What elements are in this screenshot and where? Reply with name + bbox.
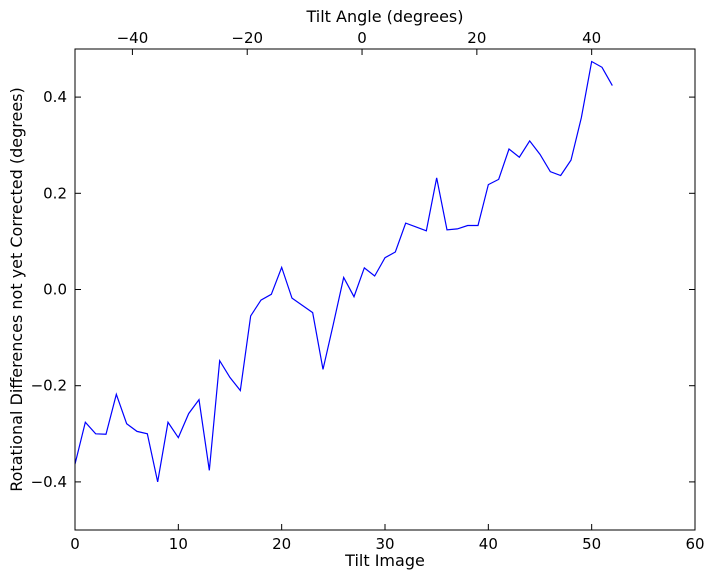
bottom-ticks: 0 10 20 30 40 50 60 xyxy=(70,524,705,553)
x-tick-label: 60 xyxy=(685,535,704,553)
x-tick-label: 40 xyxy=(479,535,498,553)
x-axis-label: Tilt Image xyxy=(344,551,425,570)
x2-tick-label: 40 xyxy=(582,29,601,47)
x-tick-label: 0 xyxy=(70,535,80,553)
x2-tick-label: 0 xyxy=(357,29,367,47)
x2-tick-label: 20 xyxy=(467,29,486,47)
y-tick-label: −0.4 xyxy=(31,473,67,491)
y-axis-label: Rotational Differences not yet Corrected… xyxy=(7,87,26,492)
left-ticks: −0.4 −0.2 0.0 0.2 0.4 xyxy=(31,88,81,491)
y-tick-label: 0.4 xyxy=(43,88,67,106)
y-tick-label: −0.2 xyxy=(31,377,67,395)
x2-tick-label: −20 xyxy=(231,29,263,47)
x-tick-label: 10 xyxy=(169,535,188,553)
right-ticks xyxy=(689,96,695,483)
top-ticks: −40 −20 0 20 40 xyxy=(117,29,601,55)
x2-tick-label: −40 xyxy=(117,29,149,47)
x-tick-label: 50 xyxy=(582,535,601,553)
x-tick-label: 20 xyxy=(272,535,291,553)
x2-axis-label: Tilt Angle (degrees) xyxy=(305,7,463,26)
x-tick-label: 30 xyxy=(375,535,394,553)
series-line xyxy=(74,60,613,483)
y-tick-label: 0.2 xyxy=(43,184,67,202)
plot-frame xyxy=(74,48,696,531)
y-tick-label: 0.0 xyxy=(43,281,67,299)
